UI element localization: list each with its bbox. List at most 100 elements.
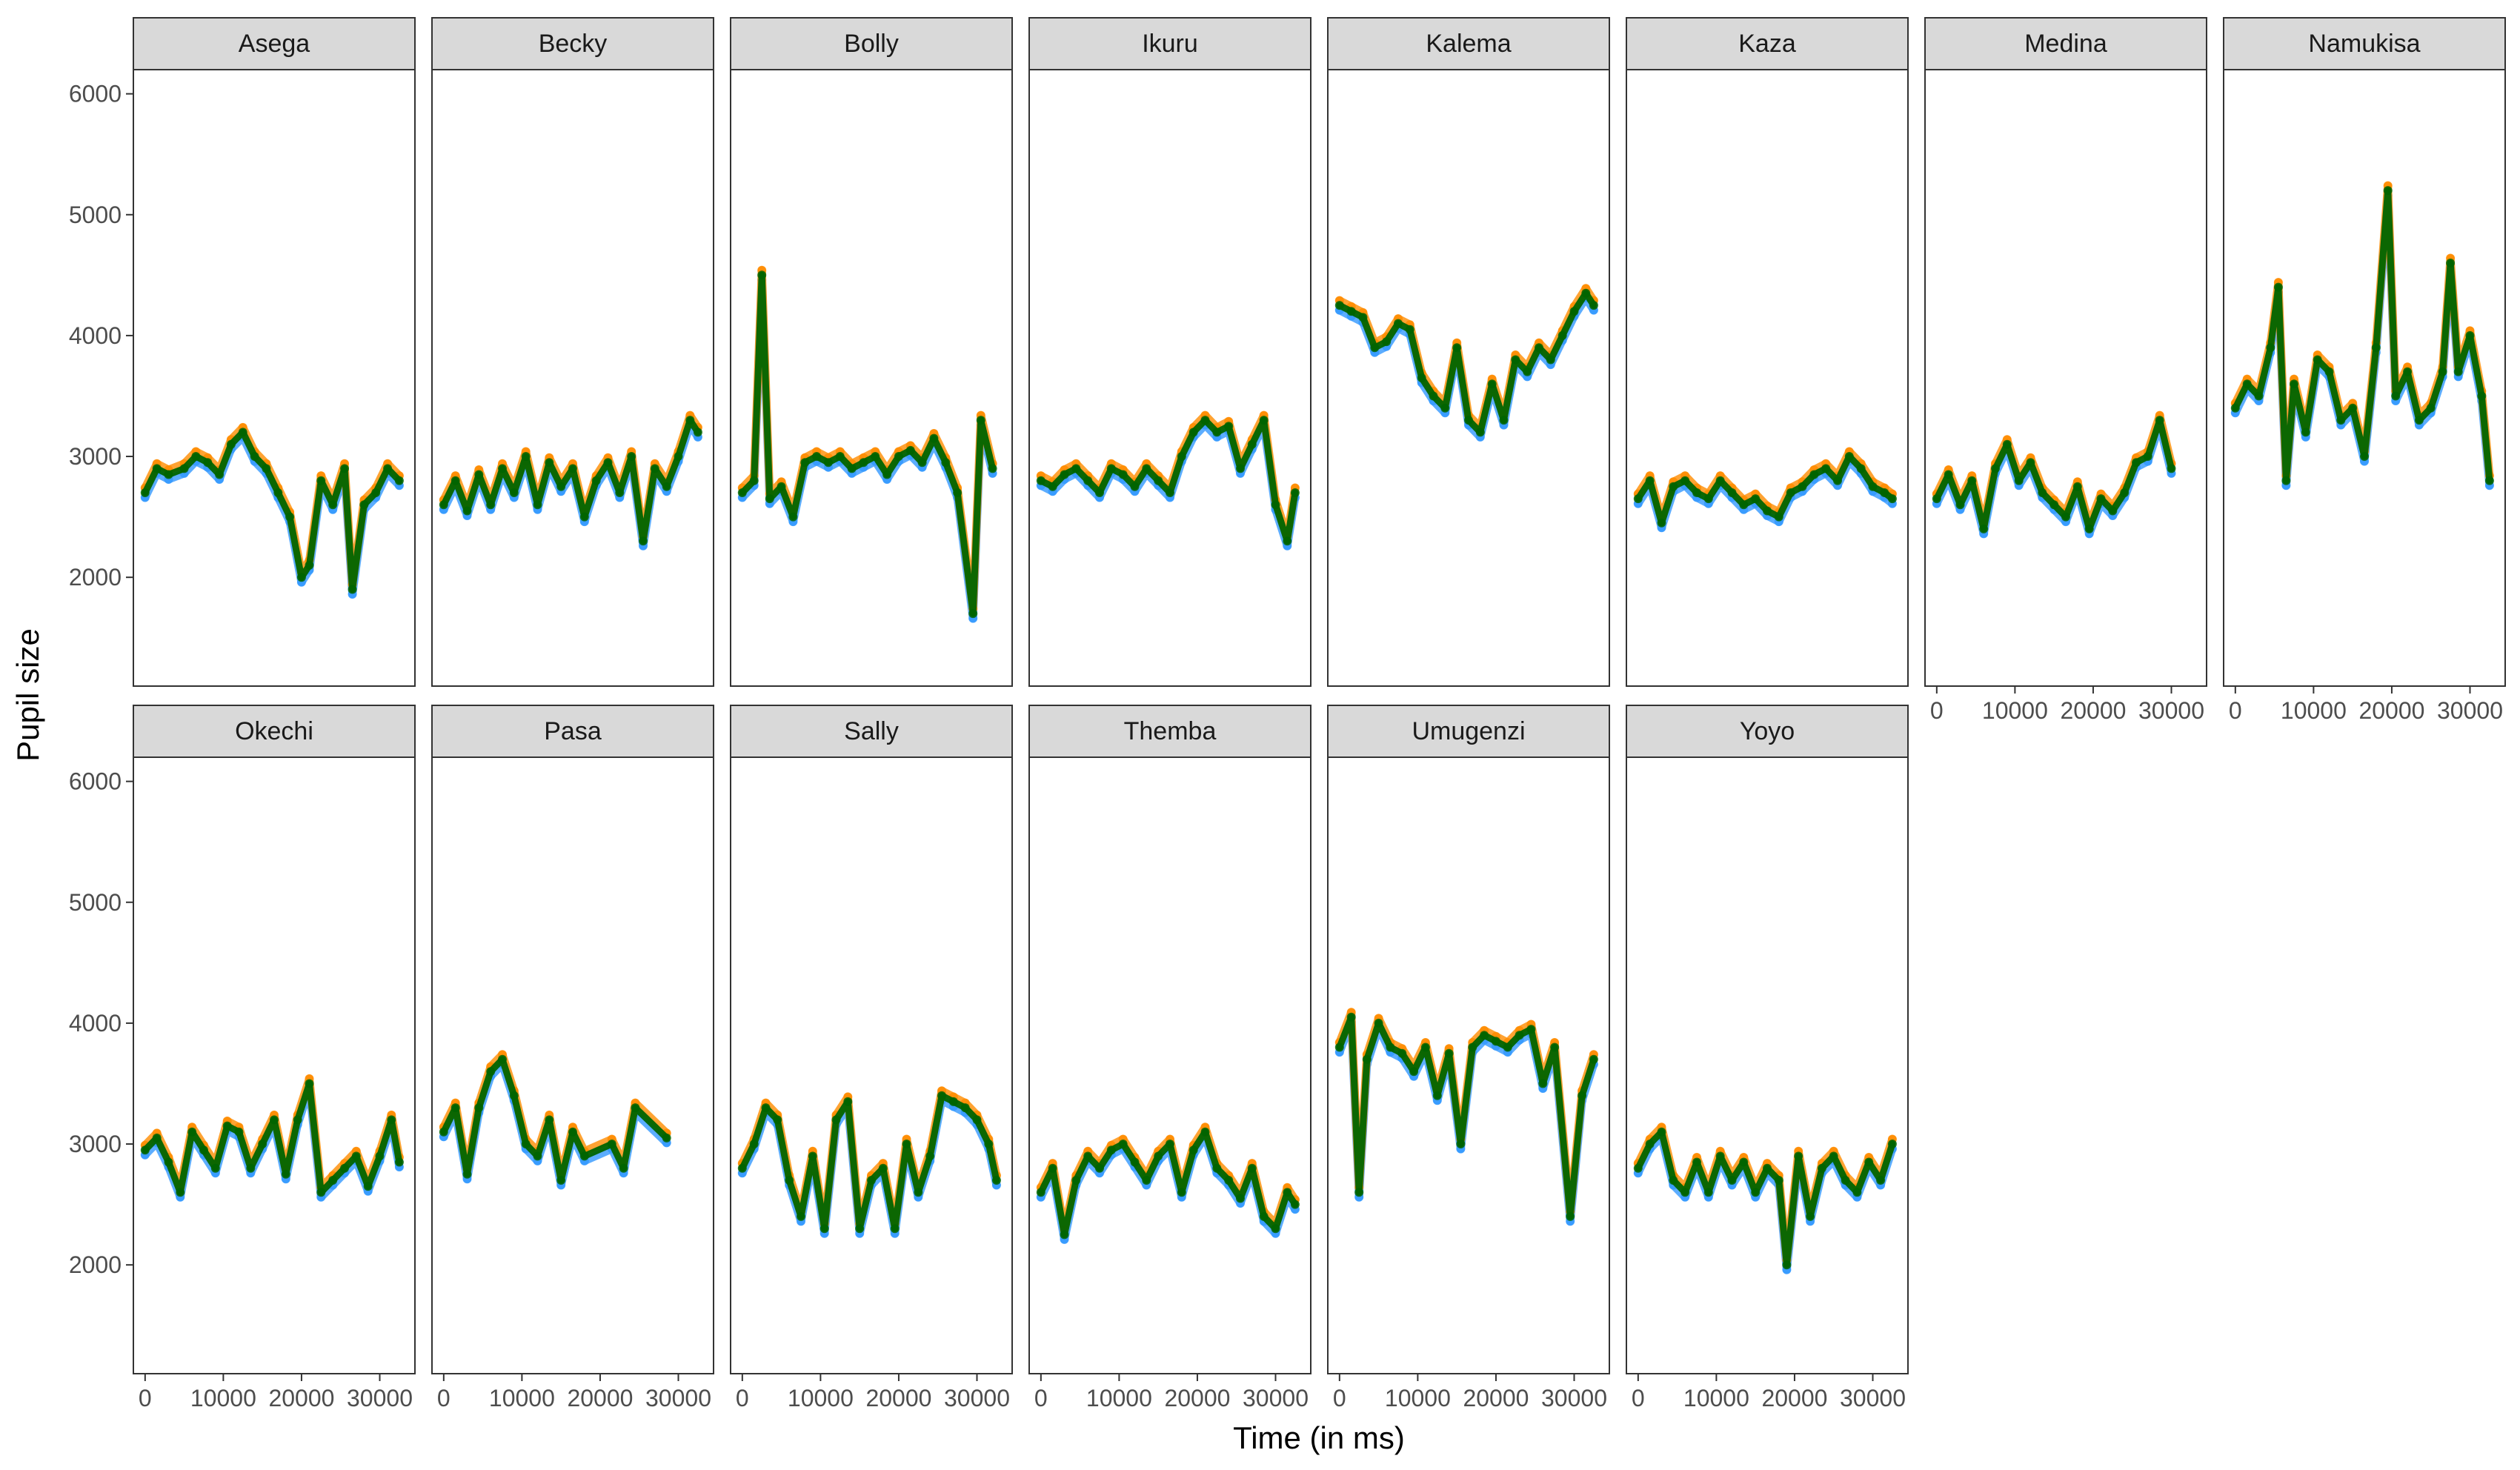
data-point: [1887, 494, 1897, 504]
x-tick-label: 0: [139, 1385, 152, 1411]
x-tick-label: 30000: [1541, 1385, 1607, 1411]
x-tick-label: 10000: [489, 1385, 555, 1411]
data-point: [2230, 403, 2240, 413]
data-point: [439, 500, 448, 510]
data-point: [1535, 343, 1543, 353]
data-point: [521, 1140, 531, 1148]
data-point: [1071, 1176, 1081, 1185]
data-point: [2403, 367, 2413, 376]
data-point: [1809, 470, 1819, 479]
data-point: [1680, 476, 1690, 485]
data-point: [2446, 259, 2456, 267]
data-point: [1212, 1163, 1222, 1173]
facet-panels: Asega 2000 3000 4000 5000 6000 Becky Bolly Ikuru…: [69, 17, 2506, 1411]
data-point: [2273, 282, 2283, 292]
data-point: [2014, 476, 2024, 485]
data-point: [351, 1151, 361, 1161]
data-point: [250, 452, 259, 461]
data-point: [1468, 1042, 1477, 1052]
data-point: [2072, 482, 2082, 491]
data-point: [1669, 1176, 1678, 1185]
data-point: [1538, 1079, 1548, 1088]
data-point: [203, 458, 213, 468]
facet-panel-border: [1626, 69, 1909, 687]
data-point: [1166, 488, 1174, 497]
data-point: [914, 1188, 923, 1197]
data-point: [1177, 1188, 1186, 1197]
data-point: [847, 464, 857, 473]
series-2: [140, 428, 404, 594]
data-point: [1515, 1031, 1524, 1040]
facet-ikuru: Ikuru: [1028, 17, 1311, 687]
data-point: [383, 464, 393, 473]
data-point: [2002, 439, 2012, 449]
data-point: [1346, 1012, 1356, 1022]
series-2: [1633, 1127, 1897, 1270]
facet-strip: [1327, 705, 1610, 758]
data-point: [1247, 439, 1257, 449]
data-point: [1798, 482, 1807, 491]
data-point: [1397, 1048, 1407, 1058]
data-point: [1334, 301, 1344, 310]
data-point: [788, 512, 798, 522]
data-point: [855, 1224, 865, 1234]
facet-title: Kalema: [1426, 30, 1511, 58]
data-point: [1511, 355, 1520, 365]
facet-strip: [2223, 17, 2506, 70]
data-point: [1499, 416, 1509, 425]
data-point: [607, 1140, 616, 1148]
x-tick-label: 30000: [2437, 697, 2503, 724]
data-point: [1669, 482, 1678, 491]
data-point: [1955, 500, 1965, 510]
data-point: [498, 1054, 507, 1064]
data-point: [462, 1169, 472, 1179]
x-tick-label: 10000: [1385, 1385, 1451, 1411]
data-point: [835, 452, 845, 461]
facet-namukisa: Namukisa 0 10000 20000 30000: [2223, 17, 2506, 724]
data-point: [1475, 428, 1485, 437]
data-point: [693, 428, 702, 437]
facet-kalema: Kalema: [1327, 17, 1610, 687]
data-point: [968, 609, 978, 619]
data-point: [348, 585, 357, 594]
data-point: [556, 482, 566, 491]
data-point: [1106, 1145, 1116, 1155]
data-point: [140, 1145, 150, 1155]
data-point: [1692, 488, 1701, 497]
data-point: [1991, 464, 2000, 473]
data-point: [905, 445, 915, 455]
facet-title: Pasa: [544, 717, 602, 745]
data-point: [685, 416, 695, 425]
data-point: [579, 512, 589, 522]
data-point: [591, 476, 601, 485]
data-point: [1566, 1211, 1575, 1221]
data-point: [1633, 1163, 1643, 1173]
x-tick-label: 30000: [347, 1385, 413, 1411]
data-point: [1452, 343, 1462, 353]
data-point: [273, 488, 283, 497]
facet-panel-border: [730, 756, 1013, 1374]
data-point: [215, 470, 225, 479]
data-point: [1864, 1157, 1874, 1167]
facet-title: Umugenzi: [1412, 717, 1525, 745]
data-point: [579, 1151, 589, 1161]
data-point: [2155, 416, 2164, 425]
data-point: [2242, 379, 2252, 389]
data-point: [439, 1127, 448, 1137]
data-point: [1589, 1054, 1598, 1064]
y-tick-label: 2000: [69, 564, 122, 591]
data-point: [2281, 476, 2291, 485]
y-tick-label: 2000: [69, 1251, 122, 1278]
data-point: [1856, 464, 1866, 473]
data-point: [270, 1115, 279, 1125]
data-point: [800, 458, 810, 468]
x-tick-label: 30000: [2138, 697, 2204, 724]
data-point: [1095, 488, 1104, 497]
data-point: [371, 488, 381, 497]
data-point: [639, 536, 648, 546]
data-point: [1432, 1091, 1442, 1100]
data-point: [1440, 403, 1450, 413]
data-point: [2026, 458, 2035, 468]
data-point: [988, 464, 997, 473]
